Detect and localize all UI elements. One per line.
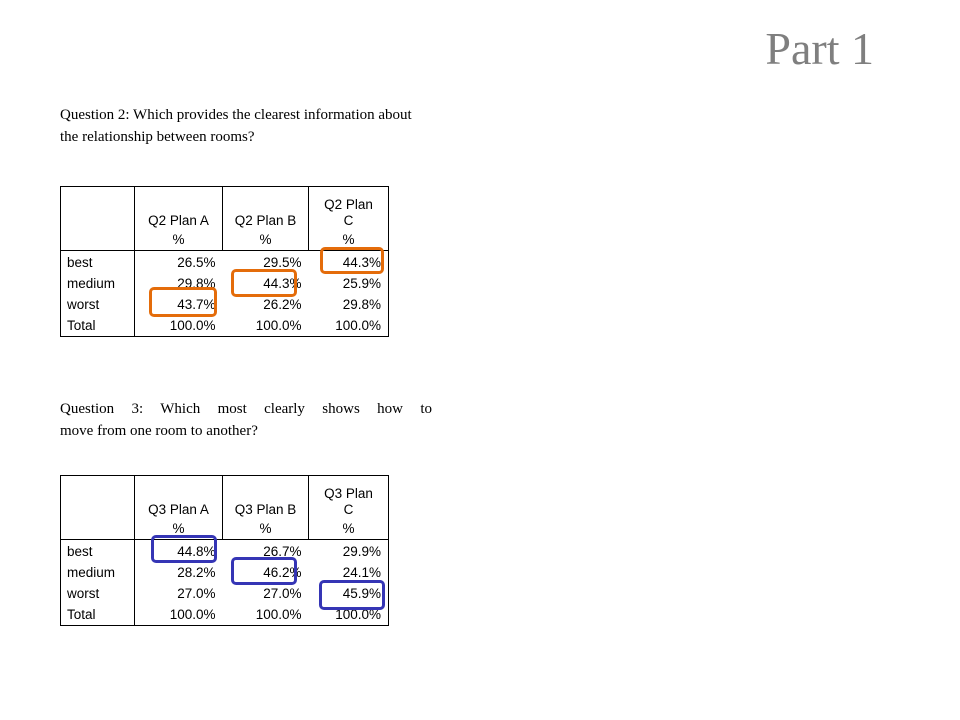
question-3-table: Q3 Plan A Q3 Plan B Q3 Plan C % % % best… (60, 475, 389, 626)
table-cell: 100.0% (222, 315, 309, 337)
slide-title: Part 1 (765, 23, 874, 74)
row-label: Total (60, 315, 135, 337)
header-corner (60, 186, 135, 230)
unit-corner (60, 230, 135, 251)
unit-cell: % (308, 519, 389, 540)
header-plan-c-line2: C (343, 502, 354, 517)
header-plan-b: Q2 Plan B (222, 186, 309, 230)
unit-cell: % (222, 230, 309, 251)
table-cell: 29.9% (308, 539, 389, 562)
table-row: worst 43.7% 26.2% 29.8% (60, 294, 389, 315)
header-plan-c-line2: C (343, 213, 354, 228)
table-row: medium 28.2% 46.2% 24.1% (60, 562, 389, 583)
table-row: best 44.8% 26.7% 29.9% (60, 539, 389, 562)
table-cell: 43.7% (177, 296, 216, 312)
unit-cell: % (134, 230, 223, 251)
row-label: Total (60, 604, 135, 626)
table-cell: 24.1% (308, 562, 389, 583)
table-header-row: Q2 Plan A Q2 Plan B Q2 Plan C (60, 186, 389, 230)
question-3-line2: move from one room to another? (60, 423, 258, 439)
table-cell: 46.2% (263, 564, 302, 580)
table-row: Total 100.0% 100.0% 100.0% (60, 604, 389, 626)
row-label: medium (60, 273, 135, 294)
unit-cell: % (134, 519, 223, 540)
table-row: medium 29.8% 44.3% 25.9% (60, 273, 389, 294)
table-cell: 44.8% (177, 543, 216, 559)
table-cell: 29.5% (263, 254, 302, 270)
table-row: Total 100.0% 100.0% 100.0% (60, 315, 389, 337)
table-cell: 100.0% (134, 604, 223, 626)
unit-corner (60, 519, 135, 540)
table-header-row: Q3 Plan A Q3 Plan B Q3 Plan C (60, 475, 389, 519)
header-plan-c: Q2 Plan C (308, 186, 389, 230)
question-2-table: Q2 Plan A Q2 Plan B Q2 Plan C % % % best… (60, 186, 389, 337)
header-plan-c-line1: Q2 Plan (324, 197, 373, 212)
table-cell: 100.0% (134, 315, 223, 337)
row-label: medium (60, 562, 135, 583)
row-label: worst (60, 583, 135, 604)
unit-cell: % (222, 519, 309, 540)
row-label: best (60, 539, 135, 562)
table-cell: 100.0% (308, 315, 389, 337)
header-corner (60, 475, 135, 519)
table-cell: 29.8% (308, 294, 389, 315)
table-cell: 100.0% (308, 604, 389, 626)
table-cell: 29.8% (177, 275, 216, 291)
table-cell: 28.2% (177, 564, 216, 580)
table-cell: 26.2% (263, 296, 302, 312)
table-row: worst 27.0% 27.0% 45.9% (60, 583, 389, 604)
question-3-line1: Question 3: Which most clearly shows how… (60, 401, 432, 417)
table-cell: 44.3% (263, 275, 302, 291)
header-plan-c-line1: Q3 Plan (324, 486, 373, 501)
unit-cell: % (308, 230, 389, 251)
table-unit-row: % % % (60, 230, 389, 251)
header-plan-c: Q3 Plan C (308, 475, 389, 519)
header-plan-a: Q3 Plan A (134, 475, 223, 519)
table-cell: 27.0% (177, 585, 216, 601)
table-unit-row: % % % (60, 519, 389, 540)
table-cell: 27.0% (263, 585, 302, 601)
table-cell: 26.7% (263, 543, 302, 559)
table-cell: 45.9% (308, 583, 389, 604)
row-label: best (60, 250, 135, 273)
question-3-text: Question 3: Which most clearly shows how… (60, 398, 432, 442)
table-cell: 26.5% (177, 254, 216, 270)
table-cell: 44.3% (308, 250, 389, 273)
table-cell: 100.0% (222, 604, 309, 626)
table-cell: 25.9% (308, 273, 389, 294)
header-plan-b: Q3 Plan B (222, 475, 309, 519)
table-row: best 26.5% 29.5% 44.3% (60, 250, 389, 273)
question-2-text: Question 2: Which provides the clearest … (60, 107, 412, 145)
header-plan-a: Q2 Plan A (134, 186, 223, 230)
row-label: worst (60, 294, 135, 315)
